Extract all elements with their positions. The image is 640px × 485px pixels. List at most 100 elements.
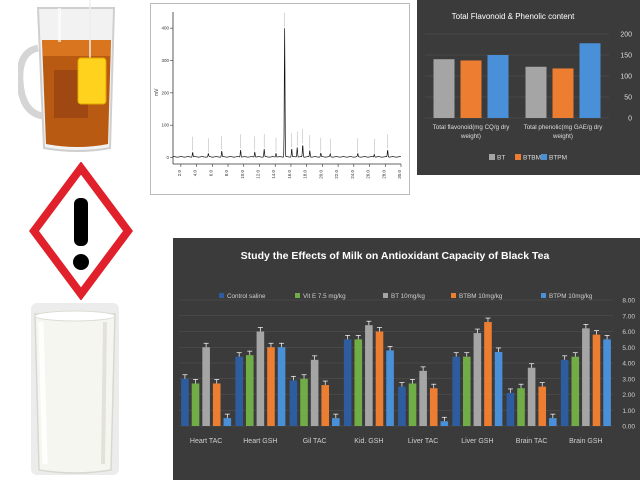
- x-tick-label: 10.0: [240, 170, 245, 179]
- y-tick-label: 1.00: [622, 408, 635, 415]
- y-tick-label: 6.00: [622, 329, 635, 336]
- flavonoid-chart: Total Flavonoid & Phenolic content 0 50 100…: [417, 0, 640, 175]
- legend-swatch: [451, 293, 456, 298]
- bar: [433, 59, 455, 118]
- bar: [300, 378, 308, 426]
- x-tick-label: 12.0: [255, 170, 260, 179]
- x-tick-label: Total phenolic(mg GAE/g dry: [524, 124, 604, 131]
- bar: [181, 378, 189, 426]
- bar: [429, 388, 438, 426]
- x-tick-label: 30.0: [397, 170, 402, 179]
- x-tick-label: 6.0: [208, 170, 213, 177]
- legend-swatch: [219, 293, 224, 298]
- x-tick-label: Gil TAC: [303, 438, 327, 445]
- y-tick-label: 100: [620, 74, 632, 81]
- x-tick-label: weight): [460, 133, 481, 140]
- bar: [506, 392, 515, 426]
- bar: [462, 356, 471, 426]
- y-tick-label: 3.00: [622, 376, 635, 383]
- milk-glass-image: [25, 300, 125, 480]
- x-tick-label: 24.0: [350, 170, 355, 179]
- bar: [375, 331, 384, 426]
- bar: [603, 339, 611, 426]
- bar: [549, 418, 557, 426]
- bar: [245, 355, 254, 426]
- tea-glass-image: [16, 0, 130, 155]
- x-tick-label: Brain GSH: [569, 438, 602, 445]
- legend-label: BTPM 10mg/kg: [549, 293, 593, 300]
- chart-title: Total Flavonoid & Phenolic content: [452, 12, 576, 21]
- y-tick-label: 0: [166, 155, 169, 160]
- y-tick-label: 200: [161, 90, 169, 95]
- x-tick-label: 14.0: [271, 170, 276, 179]
- bar: [460, 60, 482, 118]
- x-tick-label: 22.0: [334, 170, 339, 179]
- legend-swatch: [541, 154, 547, 160]
- x-tick-label: 2.0: [177, 170, 182, 177]
- y-tick-label: 7.00: [622, 313, 635, 320]
- bar: [419, 370, 427, 426]
- x-tick-label: 28.0: [381, 170, 386, 179]
- legend-swatch: [541, 293, 546, 298]
- legend-label: BTBM: [523, 155, 541, 162]
- x-tick-label: Heart GSH: [243, 438, 277, 445]
- bar: [473, 333, 482, 426]
- x-tick-label: 8.0: [224, 170, 229, 177]
- y-axis-label: mV: [154, 88, 160, 96]
- y-tick-label: 50: [624, 95, 632, 102]
- y-tick-label: 200: [620, 32, 632, 39]
- bar: [398, 386, 406, 426]
- y-tick-label: 8.00: [622, 298, 635, 305]
- x-tick-label: Brain TAC: [516, 438, 548, 445]
- bar: [365, 325, 373, 426]
- x-tick-label: 26.0: [366, 170, 371, 179]
- bar: [289, 380, 298, 426]
- y-tick-label: 4.00: [622, 361, 635, 368]
- legend-label: Vit E 7.5 mg/kg: [303, 293, 346, 300]
- bar: [484, 322, 492, 426]
- bar: [582, 328, 590, 426]
- legend-swatch: [295, 293, 300, 298]
- bar: [191, 383, 200, 426]
- bar: [332, 418, 340, 426]
- bar: [202, 347, 210, 426]
- x-tick-label: Kid. GSH: [354, 438, 383, 445]
- milk-effects-chart: Study the Effects of Milk on Antioxidant…: [173, 238, 640, 480]
- bar: [525, 66, 547, 118]
- bar: [592, 334, 601, 426]
- y-tick-label: 300: [161, 58, 169, 63]
- bar: [256, 331, 265, 426]
- bar: [408, 383, 417, 426]
- bar: [571, 356, 580, 426]
- y-tick-label: 150: [620, 53, 632, 60]
- y-tick-label: 0.00: [622, 424, 635, 431]
- bar: [494, 351, 503, 426]
- bar: [354, 339, 363, 426]
- x-tick-label: Liver TAC: [408, 438, 438, 445]
- bar: [527, 367, 536, 426]
- bar: [235, 356, 243, 426]
- x-tick-label: Heart TAC: [190, 438, 222, 445]
- x-tick-label: 4.0: [193, 170, 198, 177]
- bar: [267, 347, 275, 426]
- y-tick-label: 0: [628, 116, 632, 123]
- bar: [321, 385, 330, 426]
- y-tick-label: 400: [161, 26, 169, 31]
- y-tick-label: 100: [161, 123, 169, 128]
- legend-swatch: [489, 154, 495, 160]
- x-tick-label: Liver GSH: [461, 438, 493, 445]
- legend-label: BTPM: [549, 155, 567, 162]
- bar: [452, 356, 460, 426]
- y-tick-label: 5.00: [622, 345, 635, 352]
- hazard-icon: [28, 161, 134, 301]
- bar: [343, 339, 352, 426]
- legend-swatch: [383, 293, 388, 298]
- bar: [440, 421, 449, 426]
- bar: [579, 43, 601, 118]
- chromatogram-line: [172, 28, 402, 158]
- bar: [386, 350, 394, 426]
- legend-label: BT 10mg/kg: [391, 293, 425, 300]
- bar: [517, 388, 525, 426]
- y-tick-label: 2.00: [622, 392, 635, 399]
- legend-label: BT: [497, 155, 505, 162]
